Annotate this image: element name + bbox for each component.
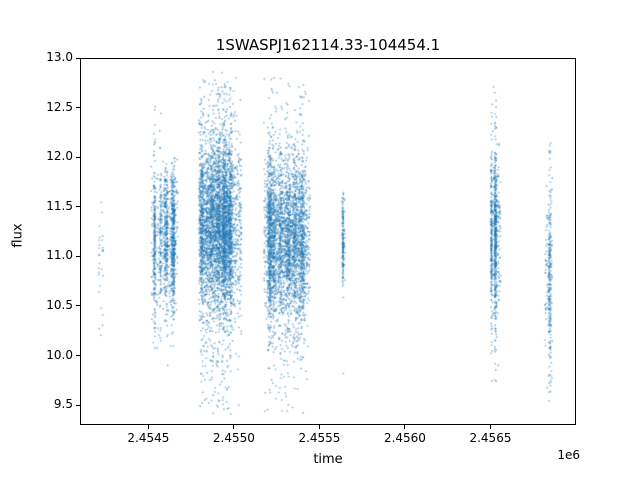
y-tick-label: 12.0 bbox=[46, 149, 73, 164]
y-tick-mark bbox=[76, 57, 80, 59]
y-tick-label: 13.0 bbox=[46, 50, 73, 64]
y-tick-mark bbox=[76, 255, 80, 257]
y-tick-mark bbox=[76, 355, 80, 357]
x-tick-label: 2.4565 bbox=[469, 431, 512, 445]
y-tick-mark bbox=[76, 305, 80, 307]
y-tick-label: 9.5 bbox=[53, 397, 73, 412]
chart-title: 1SWASPJ162114.33-104454.1 bbox=[215, 36, 441, 54]
x-axis-label: time bbox=[313, 452, 343, 467]
y-tick-label: 11.5 bbox=[46, 198, 73, 213]
y-axis-label: flux bbox=[10, 223, 26, 248]
y-tick-mark bbox=[76, 206, 80, 208]
scatter-points-canvas bbox=[80, 58, 576, 425]
x-tick-mark bbox=[147, 425, 149, 429]
y-tick-mark bbox=[76, 107, 80, 109]
y-tick-label: 11.0 bbox=[46, 248, 73, 263]
x-tick-mark bbox=[318, 425, 320, 429]
x-tick-label: 2.4560 bbox=[383, 431, 426, 445]
x-tick-mark bbox=[233, 425, 235, 429]
y-tick-mark bbox=[76, 156, 80, 158]
y-tick-label: 12.5 bbox=[46, 99, 73, 114]
y-tick-mark bbox=[76, 404, 80, 406]
y-tick-label: 10.5 bbox=[46, 297, 73, 312]
x-tick-label: 2.4550 bbox=[212, 431, 255, 445]
x-tick-label: 2.4545 bbox=[127, 431, 170, 445]
x-tick-mark bbox=[489, 425, 491, 429]
y-tick-label: 10.0 bbox=[46, 347, 73, 362]
x-tick-label: 2.4555 bbox=[298, 431, 341, 445]
x-axis-offset-label: 1e6 bbox=[557, 448, 580, 462]
x-tick-mark bbox=[404, 425, 406, 429]
